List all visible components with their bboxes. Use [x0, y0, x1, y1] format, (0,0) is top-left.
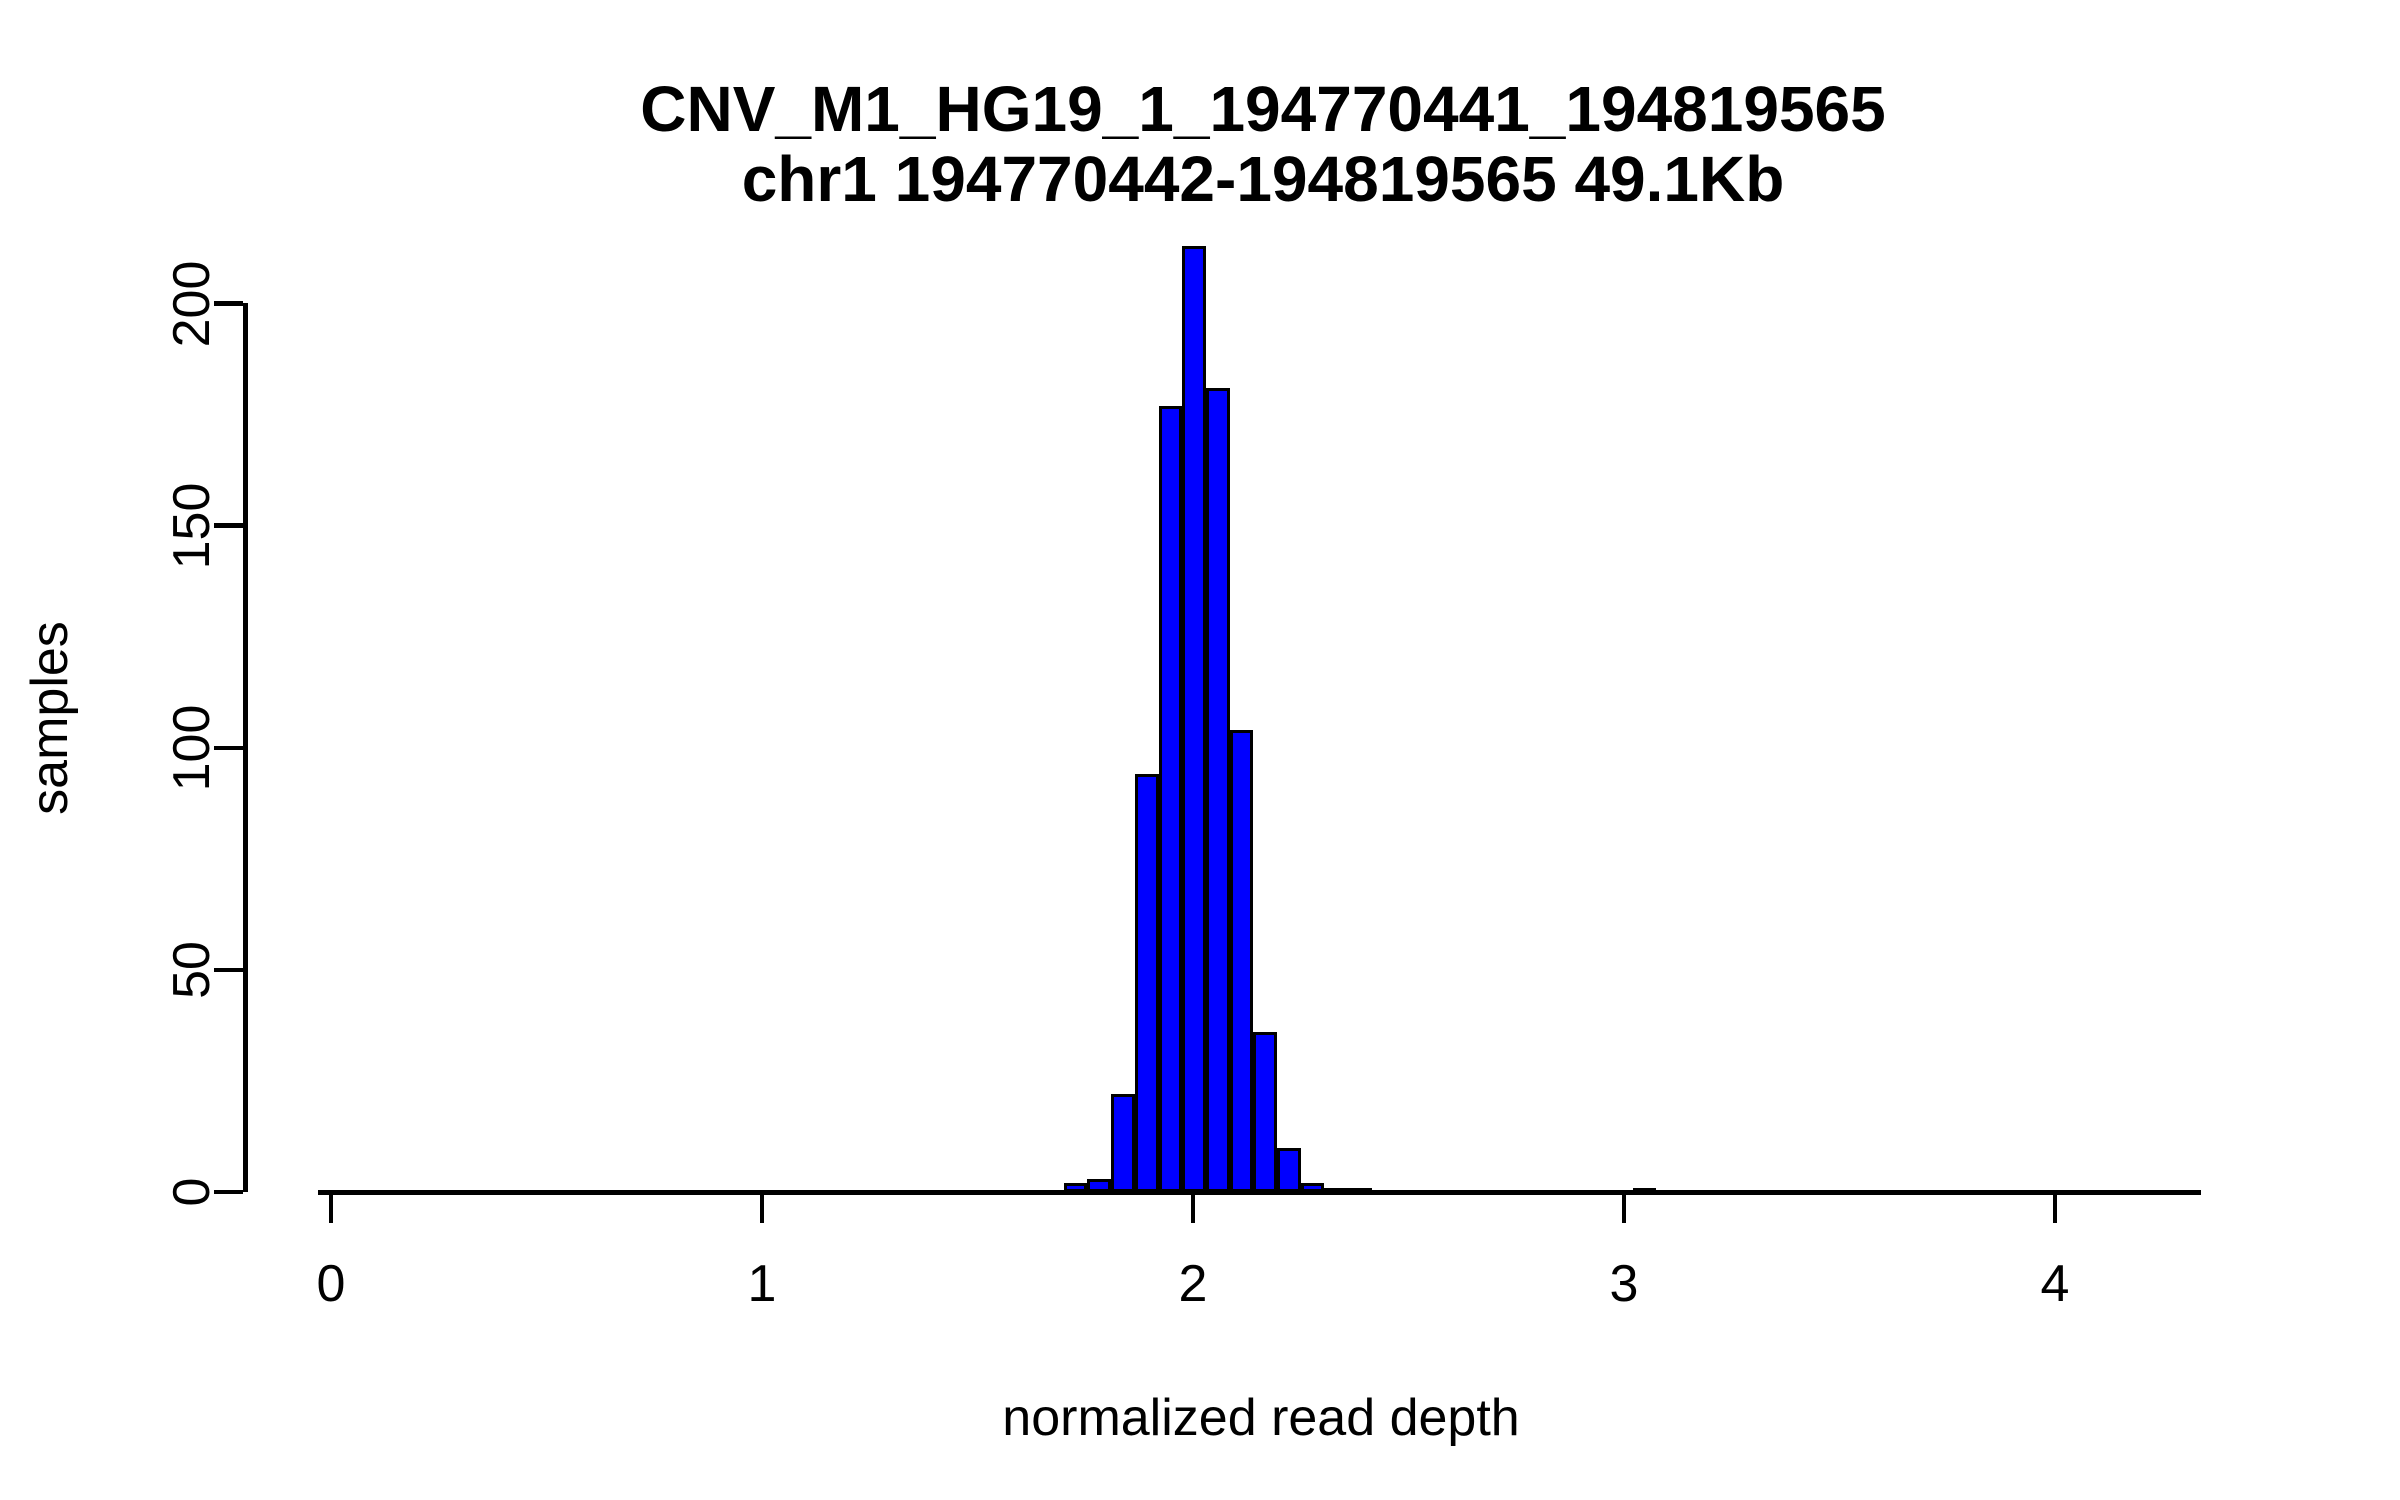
histogram-bar: [1087, 1178, 1112, 1192]
chart-title: CNV_M1_HG19_1_194770441_194819565: [640, 73, 1886, 145]
chart-title-block: CNV_M1_HG19_1_194770441_194819565 chr1 1…: [640, 74, 1885, 214]
y-tick-label: 200: [163, 260, 221, 348]
x-tick: [759, 1193, 765, 1223]
y-tick-label: 150: [163, 482, 221, 570]
x-tick: [1190, 1193, 1196, 1223]
y-tick: [213, 967, 243, 973]
histogram-bar: [1182, 245, 1206, 1192]
histogram-bar: [1277, 1147, 1301, 1192]
outlier-bar: [1632, 1187, 1657, 1194]
histogram-bar: [1205, 388, 1230, 1192]
x-tick: [328, 1193, 334, 1223]
x-tick-label: 1: [747, 1255, 777, 1313]
y-axis-label: samples: [21, 621, 79, 815]
y-tick: [213, 301, 243, 306]
histogram-bar: [1253, 1032, 1278, 1192]
histogram-bar: [1300, 1183, 1325, 1192]
chart-subtitle: chr1 194770442-194819565 49.1Kb: [741, 143, 1785, 215]
y-tick-label: 0: [163, 1177, 221, 1207]
x-tick-label: 0: [316, 1255, 346, 1313]
histogram-bar: [1158, 405, 1183, 1192]
y-tick-label: 50: [163, 940, 221, 999]
x-tick-label: 2: [1178, 1255, 1208, 1313]
histogram-bar: [1063, 1183, 1088, 1192]
x-tick: [2052, 1193, 2058, 1223]
y-tick: [213, 745, 243, 751]
histogram-bar: [1111, 1094, 1135, 1192]
y-tick-label: 100: [163, 704, 221, 792]
x-tick: [1621, 1193, 1627, 1223]
histogram-bar: [1324, 1187, 1349, 1194]
histogram-bar: [1348, 1187, 1372, 1194]
y-axis-line: [242, 303, 248, 1192]
y-tick: [213, 523, 243, 528]
histogram-bar: [1229, 730, 1254, 1192]
x-tick-label: 4: [2040, 1255, 2070, 1313]
histogram-bar: [1134, 774, 1159, 1192]
y-tick: [213, 1189, 243, 1195]
x-tick-label: 3: [1609, 1255, 1639, 1313]
x-axis-line: [318, 1189, 2201, 1195]
x-axis-label: normalized read depth: [1002, 1389, 1520, 1447]
